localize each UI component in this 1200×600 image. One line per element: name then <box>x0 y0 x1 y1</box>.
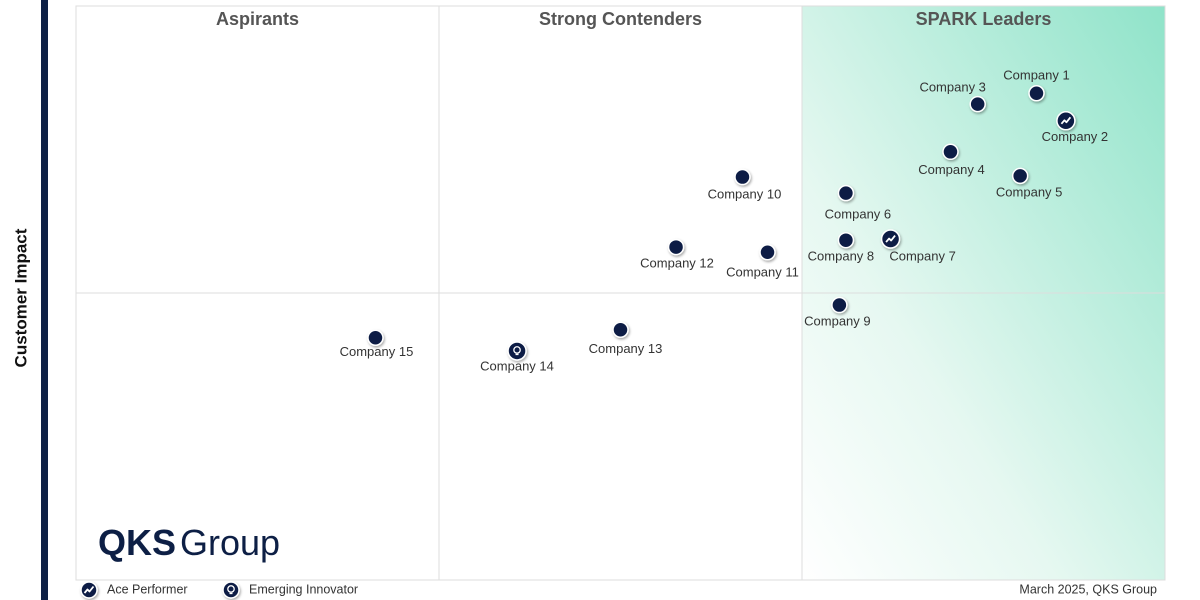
point-marker <box>759 243 776 261</box>
point-marker <box>837 231 855 249</box>
point-label: Company 3 <box>919 80 985 95</box>
point-marker <box>942 143 959 161</box>
point-label: Company 15 <box>340 344 414 359</box>
point-marker <box>734 168 751 186</box>
legend-icon <box>222 581 240 599</box>
company-point: Company 4 <box>918 143 985 177</box>
point-label: Company 6 <box>825 207 891 222</box>
logo-bold: QKS <box>98 522 176 563</box>
company-point: Company 2 <box>1042 111 1108 144</box>
logo: QKS Group <box>98 522 280 563</box>
point-label: Company 10 <box>708 186 782 201</box>
legend-glyph <box>83 585 95 594</box>
point-label: Company 7 <box>889 248 955 263</box>
point-label: Company 12 <box>640 256 714 271</box>
point-label: Company 1 <box>1003 68 1069 83</box>
point-label: Company 9 <box>804 313 870 328</box>
badge-icon <box>1060 116 1072 125</box>
plot-area: Aspirants Strong Contenders SPARK Leaders C… <box>75 5 1166 581</box>
point-marker <box>367 329 384 347</box>
point-marker <box>1011 167 1029 185</box>
logo-light: Group <box>180 522 280 563</box>
quadrant-label: Strong Contenders <box>539 9 702 29</box>
company-point: Company 1 <box>1003 68 1070 102</box>
company-point: Company 11 <box>726 243 799 280</box>
point-marker <box>831 296 848 314</box>
badge-icon <box>885 234 896 243</box>
company-point: Company 5 <box>996 167 1062 199</box>
side-bar <box>41 0 48 600</box>
y-axis-label: Customer Impact <box>11 228 30 367</box>
point-label: Company 13 <box>589 341 663 356</box>
company-point: Company 6 <box>825 184 891 222</box>
company-point: Company 13 <box>589 321 663 356</box>
point-label: Company 11 <box>726 265 799 280</box>
point-marker <box>969 95 986 113</box>
point-marker <box>612 321 629 338</box>
company-point: Company 10 <box>708 168 782 201</box>
point-label: Company 2 <box>1042 129 1108 144</box>
company-point: Company 7 <box>880 229 956 263</box>
legend-glyph <box>227 585 235 593</box>
footnote: March 2025, QKS Group <box>1019 582 1157 596</box>
company-point: Company 3 <box>919 80 986 113</box>
quadrant-label: Aspirants <box>216 9 299 29</box>
point-label: Company 5 <box>996 184 1062 199</box>
legend-label: Ace Performer <box>107 582 188 596</box>
quadrant-label: SPARK Leaders <box>916 9 1052 29</box>
point-marker <box>507 341 527 361</box>
company-point: Company 9 <box>804 296 871 328</box>
point-label: Company 14 <box>480 358 554 373</box>
point-label: Company 8 <box>808 249 874 264</box>
badge-icon <box>513 346 521 354</box>
legend-label: Emerging Innovator <box>249 582 358 596</box>
point-marker <box>667 238 685 256</box>
company-point: Company 15 <box>340 329 414 359</box>
point-label: Company 4 <box>918 162 984 177</box>
company-point: Company 14 <box>480 341 554 373</box>
company-point: Company 8 <box>808 231 874 264</box>
company-point: Company 12 <box>640 238 714 271</box>
point-marker <box>837 184 855 202</box>
point-marker <box>1028 84 1045 102</box>
